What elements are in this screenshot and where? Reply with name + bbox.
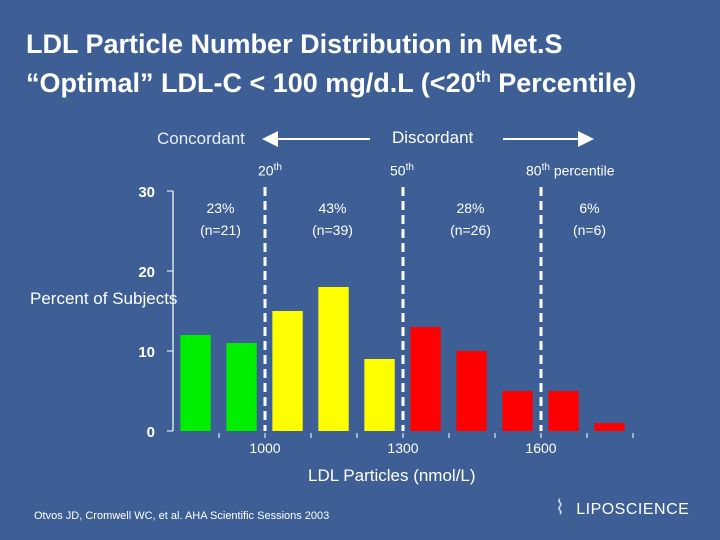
y-tick-label: 10 bbox=[138, 344, 155, 361]
title-line-1: LDL Particle Number Distribution in Met.… bbox=[26, 29, 563, 59]
histogram-bar bbox=[502, 391, 533, 431]
helix-icon: ⌇ bbox=[555, 497, 566, 519]
y-tick-label: 30 bbox=[138, 184, 155, 201]
histogram-bar bbox=[410, 327, 441, 431]
histogram-bar bbox=[226, 343, 257, 431]
histogram-bar bbox=[272, 311, 303, 431]
histogram-bar bbox=[594, 423, 625, 431]
x-tick-label: 1000 bbox=[249, 440, 280, 456]
histogram-bar bbox=[364, 359, 395, 431]
group-3-label: 28% (n=26) bbox=[450, 200, 491, 238]
x-axis-title: LDL Particles (nmol/L) bbox=[308, 466, 476, 485]
liposcience-logo: ⌇ LIPOSCIENCE bbox=[555, 497, 690, 519]
histogram-bar bbox=[180, 335, 211, 431]
histogram-bar bbox=[548, 391, 579, 431]
y-tick-label: 20 bbox=[138, 264, 155, 281]
group-4-label: 6% (n=6) bbox=[572, 200, 607, 238]
concordant-label: Concordant bbox=[157, 129, 245, 148]
x-tick-label: 1600 bbox=[525, 440, 556, 456]
group-1-label: 23% (n=21) bbox=[200, 200, 241, 238]
discordant-label: Discordant bbox=[392, 128, 474, 147]
histogram-bar bbox=[456, 351, 487, 431]
histogram-bar bbox=[318, 287, 349, 431]
pct-50-label: 50th bbox=[390, 162, 414, 179]
reference-citation: Otvos JD, Cromwell WC, et al. AHA Scient… bbox=[34, 510, 330, 522]
slide-title: LDL Particle Number Distribution in Met.… bbox=[26, 28, 636, 100]
y-tick-label: 0 bbox=[147, 424, 155, 441]
x-tick-label: 1300 bbox=[387, 440, 418, 456]
group-2-label: 43% (n=39) bbox=[312, 200, 353, 238]
pct-20-label: 20th bbox=[258, 162, 282, 179]
y-axis-title: Percent of Subjects bbox=[30, 289, 178, 308]
title-line-2: “Optimal” LDL-C < 100 mg/d.L (<20th Perc… bbox=[26, 68, 637, 98]
pct-80-label: 80th percentile bbox=[526, 162, 615, 179]
